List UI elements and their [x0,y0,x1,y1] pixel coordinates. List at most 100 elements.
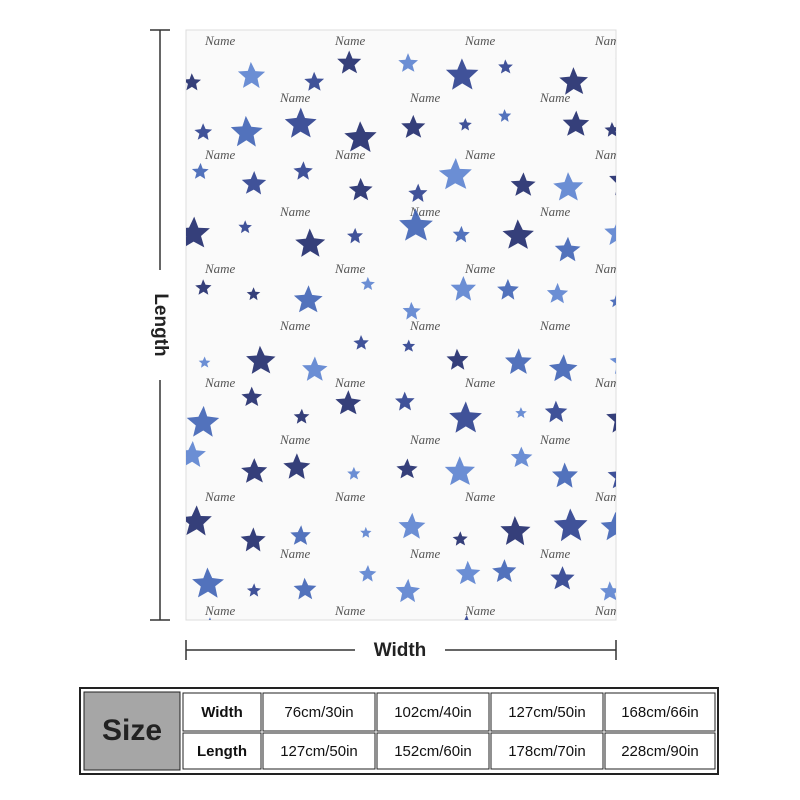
star [283,453,311,479]
star [559,67,588,95]
star [497,278,519,300]
star [293,285,323,313]
star [446,348,469,370]
star [186,216,210,248]
star [293,577,317,600]
star [607,471,616,489]
star [238,220,252,234]
star [348,177,373,201]
pattern-name: Name [204,261,236,276]
star [464,615,469,620]
star [344,121,377,152]
pattern-name: Name [204,375,236,390]
star [230,115,263,147]
star [502,622,524,643]
length-label: Length [150,293,171,356]
star [254,645,270,660]
pattern-name: Name [409,318,441,333]
size-value: 178cm/70in [508,743,586,760]
pattern-name: Name [594,375,626,390]
star [458,118,472,131]
star [300,620,312,632]
star [604,224,616,245]
blanket-pattern: Name Name Name Name Name Name Name Name Name Name… [149,33,626,660]
star [438,158,472,190]
star [192,567,224,598]
pattern-name: Name [334,33,366,48]
star [553,508,588,542]
width-label: Width [374,640,427,661]
star [609,175,616,196]
star [360,526,372,538]
star [399,208,433,241]
star [191,162,209,179]
pattern-name: Name [464,375,496,390]
star [295,228,326,257]
star [347,227,363,244]
pattern-name: Name [204,603,236,618]
table-cell [376,732,490,770]
pattern-name: Name [594,147,626,162]
size-value: 127cm/50in [508,704,586,721]
table-cell [490,692,604,732]
pattern-name: Name [594,33,626,48]
star [304,71,325,91]
size-value: 102cm/40in [394,704,472,721]
pattern-name: Name [594,489,626,504]
star [395,391,415,411]
table-cell [262,732,376,770]
star [609,295,616,308]
pattern-name: Name [279,546,311,561]
star [293,408,310,424]
star [510,172,536,196]
pattern-name: Name [149,204,181,219]
star [186,441,206,467]
star [396,458,418,479]
pattern-name: Name [149,90,181,105]
star [195,279,212,295]
pattern-name: Name [334,261,366,276]
pattern-name: Name [594,603,626,618]
star [452,531,468,546]
size-value: 152cm/60in [394,743,472,760]
pattern-name: Name [464,33,496,48]
star [353,335,369,350]
star [505,348,532,374]
size-table: Size Width 76cm/30in 102cm/40in 127cm/50in 1… [79,687,719,775]
star [241,386,263,406]
star [302,356,328,381]
star [398,512,426,539]
row-label: Width [201,704,243,721]
star [550,566,575,590]
size-value: 228cm/90in [621,743,699,760]
star [194,123,213,140]
star [402,301,421,320]
star [395,578,420,603]
star [604,122,616,137]
pattern-name: Name [334,603,366,618]
dimension-lines [150,29,617,660]
star [335,390,362,415]
star [455,560,481,585]
star [284,107,317,138]
pattern-name: Name [409,432,441,447]
pattern-name: Name [464,147,496,162]
star [347,466,361,480]
table-cell [604,732,716,770]
size-value: 168cm/66in [621,704,699,721]
star [502,219,534,249]
star [498,109,512,122]
pattern-name: Name [279,204,311,219]
star [510,446,533,467]
pattern-name: Name [409,90,441,105]
star [600,581,616,601]
star [606,413,616,433]
pattern-name: Name [204,33,236,48]
star [402,339,416,352]
star [562,110,590,136]
pattern-name: Name [409,546,441,561]
star [358,565,377,582]
pattern-name: Name [279,432,311,447]
star [293,161,313,180]
